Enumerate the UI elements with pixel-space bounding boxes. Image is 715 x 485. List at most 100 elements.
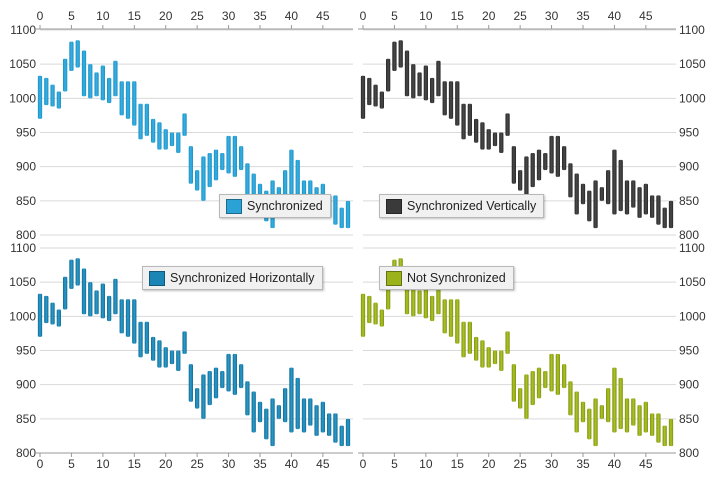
range-bar xyxy=(176,132,181,153)
x-tick-label: 40 xyxy=(285,9,299,23)
range-bar xyxy=(327,413,332,436)
y-tick-label: 1050 xyxy=(9,275,36,289)
range-bar xyxy=(144,103,149,136)
range-bar xyxy=(367,295,372,324)
x-tick-label: 10 xyxy=(419,9,433,23)
range-bar xyxy=(220,371,225,389)
range-bar xyxy=(333,195,338,225)
range-bar xyxy=(56,91,61,109)
range-bar xyxy=(107,77,112,104)
range-bar xyxy=(379,309,384,327)
range-bar xyxy=(599,187,604,201)
range-bar xyxy=(480,340,485,368)
x-tick-label: 0 xyxy=(360,9,367,23)
x-tick-label: 35 xyxy=(253,9,267,23)
range-bar xyxy=(81,268,87,315)
range-bar xyxy=(75,258,80,286)
range-bar xyxy=(195,388,200,409)
range-bar xyxy=(448,299,454,337)
range-bar xyxy=(436,60,441,97)
range-bar xyxy=(530,371,535,406)
range-bar xyxy=(195,170,200,191)
range-bar xyxy=(239,364,244,389)
range-bar xyxy=(301,398,307,433)
range-bar xyxy=(182,113,187,136)
x-tick-label: 30 xyxy=(545,457,559,471)
range-bar xyxy=(499,350,504,371)
range-bar xyxy=(442,81,447,116)
range-bar xyxy=(518,388,523,409)
range-bar xyxy=(423,283,428,319)
range-bar xyxy=(417,72,422,97)
range-bar xyxy=(100,283,105,319)
range-bar xyxy=(100,65,105,101)
range-bar xyxy=(392,41,397,71)
range-bar xyxy=(480,122,485,150)
x-tick-label: 5 xyxy=(391,9,398,23)
range-bar xyxy=(289,367,294,433)
range-bar xyxy=(94,290,99,315)
range-bar xyxy=(543,371,548,389)
x-tick-label: 20 xyxy=(482,9,496,23)
range-bar xyxy=(151,336,156,361)
x-tick-label: 0 xyxy=(37,9,44,23)
x-tick-label: 15 xyxy=(128,457,142,471)
range-bar xyxy=(656,195,661,225)
range-bar xyxy=(386,58,391,92)
range-bar xyxy=(555,135,560,177)
range-bar xyxy=(505,331,510,354)
range-bar xyxy=(486,347,491,368)
range-bar xyxy=(37,75,43,119)
range-bar xyxy=(132,81,137,126)
y-tick-label: 900 xyxy=(16,160,36,174)
x-tick-label: 25 xyxy=(513,9,527,23)
range-bar xyxy=(226,353,231,392)
range-bar xyxy=(662,425,667,447)
range-bar xyxy=(486,129,491,150)
range-bar xyxy=(63,58,68,92)
y-tick-label: 1000 xyxy=(679,309,706,323)
range-bar xyxy=(44,77,49,106)
range-bar xyxy=(580,401,586,423)
range-bar xyxy=(461,103,466,140)
range-bar xyxy=(668,200,674,229)
range-bar xyxy=(448,81,454,119)
range-bar xyxy=(207,371,212,406)
range-bar xyxy=(656,413,661,443)
y-tick-label: 950 xyxy=(679,126,699,140)
range-bar xyxy=(264,408,269,440)
legend-label: Not Synchronized xyxy=(407,271,506,285)
range-bar xyxy=(511,146,516,184)
x-tick-label: 0 xyxy=(37,457,44,471)
range-bar xyxy=(643,401,648,433)
range-bar xyxy=(182,331,187,354)
range-bar xyxy=(245,381,250,416)
range-bar xyxy=(587,190,592,222)
range-bar xyxy=(107,295,112,322)
range-bar xyxy=(245,163,250,198)
x-tick-label: 0 xyxy=(360,457,367,471)
range-bar xyxy=(345,200,351,229)
range-bar xyxy=(207,153,212,188)
range-bar xyxy=(467,321,472,354)
range-bar xyxy=(201,374,206,419)
range-bar xyxy=(536,149,542,181)
range-bar xyxy=(505,113,510,136)
range-bar xyxy=(455,299,460,344)
x-tick-label: 5 xyxy=(68,457,75,471)
x-tick-label: 45 xyxy=(639,457,653,471)
x-tick-label: 25 xyxy=(513,457,527,471)
range-bar xyxy=(360,75,366,119)
legend-swatch-icon xyxy=(226,198,242,214)
range-bar xyxy=(404,50,410,97)
y-tick-label: 1100 xyxy=(10,23,36,37)
y-tick-label: 900 xyxy=(679,160,699,174)
legend-synchronized: Synchronized xyxy=(219,194,331,218)
range-bar xyxy=(430,295,435,322)
range-bar xyxy=(339,425,344,447)
range-bar xyxy=(499,132,504,153)
range-bar xyxy=(163,347,168,368)
range-bar xyxy=(637,405,642,436)
